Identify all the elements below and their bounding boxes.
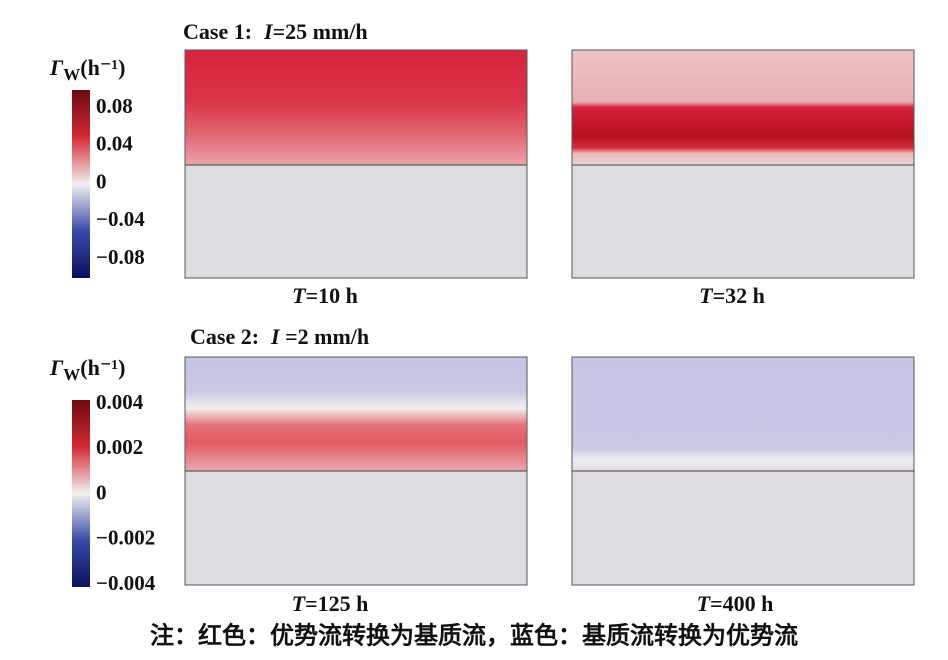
legend-title: ΓW(h⁻¹) bbox=[49, 55, 125, 84]
field-lower bbox=[572, 165, 914, 278]
time-label: T=400 h bbox=[697, 591, 774, 616]
colorbar-tick-label: −0.04 bbox=[96, 207, 145, 231]
colorbar-tick-label: −0.08 bbox=[96, 245, 145, 269]
colorbar-tick-label: −0.002 bbox=[96, 526, 155, 550]
legend-title: ΓW(h⁻¹) bbox=[49, 355, 125, 384]
colorbar-tick-label: 0.002 bbox=[96, 435, 143, 459]
time-label: T=10 h bbox=[292, 283, 358, 308]
field-upper bbox=[572, 357, 914, 471]
time-label: T=125 h bbox=[292, 591, 369, 616]
field-upper bbox=[185, 50, 527, 165]
colorbar-tick-label: 0.004 bbox=[96, 390, 144, 414]
note: 注：红色：优势流转换为基质流，蓝色：基质流转换为优势流 bbox=[150, 622, 798, 650]
colorbar-tick-label: 0 bbox=[96, 169, 107, 193]
colorbar-tick-label: 0.04 bbox=[96, 132, 133, 156]
case-title: Case 1: I=25 mm/h bbox=[183, 19, 368, 44]
panel-frame bbox=[571, 49, 915, 279]
field-lower bbox=[185, 165, 527, 278]
panel-frame bbox=[184, 49, 528, 279]
colorbar-tick-label: 0 bbox=[96, 480, 107, 504]
field-lower bbox=[572, 471, 914, 585]
field-upper bbox=[572, 50, 914, 165]
field-upper bbox=[185, 357, 527, 471]
field-lower bbox=[185, 471, 527, 585]
colorbar-tick-label: 0.08 bbox=[96, 94, 133, 118]
case-title: Case 2: I =2 mm/h bbox=[190, 324, 369, 349]
colorbar-tick-label: −0.004 bbox=[96, 571, 156, 595]
colorbar bbox=[72, 90, 90, 278]
time-label: T=32 h bbox=[699, 283, 765, 308]
colorbar bbox=[72, 400, 90, 587]
